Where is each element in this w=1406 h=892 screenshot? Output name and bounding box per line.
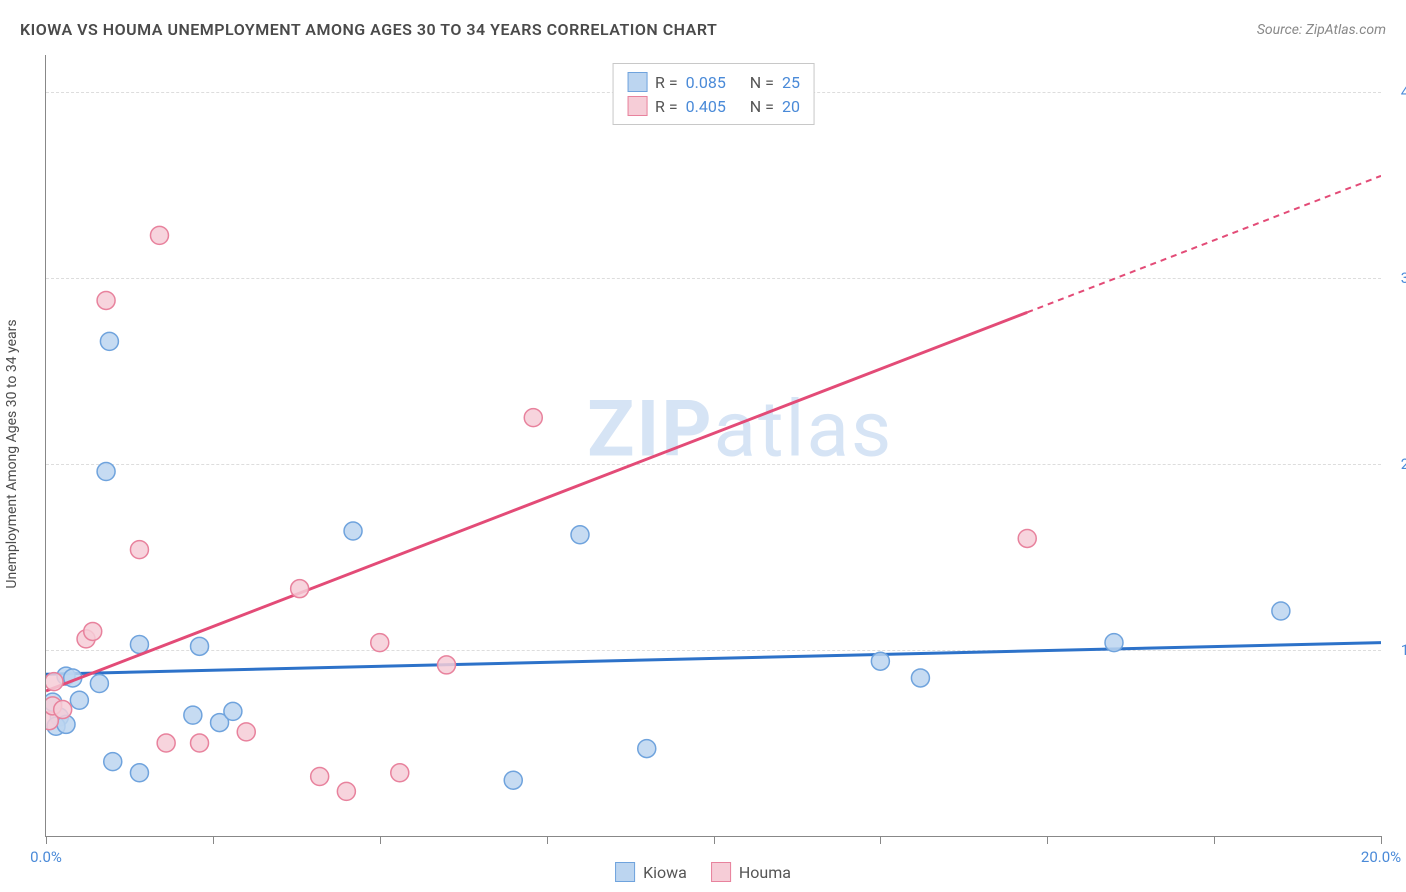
- x-tick: [1381, 836, 1382, 844]
- legend-row-houma: R = 0.405 N = 20: [627, 94, 800, 118]
- x-tick: [880, 836, 881, 844]
- legend-item-kiowa: Kiowa: [615, 862, 687, 882]
- y-tick-label: 30.0%: [1401, 269, 1406, 287]
- y-tick-label: 40.0%: [1401, 83, 1406, 101]
- legend-item-houma: Houma: [711, 862, 791, 882]
- x-tick: [547, 836, 548, 844]
- swatch-houma: [711, 862, 731, 882]
- swatch-kiowa: [627, 72, 647, 92]
- x-tick: [380, 836, 381, 844]
- chart-plot-area: ZIPatlas R = 0.085 N = 25 R = 0.405 N = …: [45, 55, 1381, 837]
- x-tick: [1214, 836, 1215, 844]
- scatter-svg: [46, 55, 1381, 836]
- legend-row-kiowa: R = 0.085 N = 25: [627, 70, 800, 94]
- chart-title: KIOWA VS HOUMA UNEMPLOYMENT AMONG AGES 3…: [20, 20, 717, 39]
- x-tick: [714, 836, 715, 844]
- y-axis-label: Unemployment Among Ages 30 to 34 years: [4, 319, 20, 588]
- chart-source: Source: ZipAtlas.com: [1257, 22, 1386, 38]
- y-tick-label: 20.0%: [1401, 455, 1406, 473]
- y-tick-label: 10.0%: [1401, 641, 1406, 659]
- swatch-houma: [627, 96, 647, 116]
- x-tick-label: 20.0%: [1361, 848, 1401, 866]
- x-tick: [46, 836, 47, 844]
- x-tick: [1047, 836, 1048, 844]
- swatch-kiowa: [615, 862, 635, 882]
- x-tick: [213, 836, 214, 844]
- x-tick-label: 0.0%: [30, 848, 62, 866]
- legend-series: Kiowa Houma: [615, 862, 791, 882]
- legend-correlation: R = 0.085 N = 25 R = 0.405 N = 20: [612, 63, 815, 125]
